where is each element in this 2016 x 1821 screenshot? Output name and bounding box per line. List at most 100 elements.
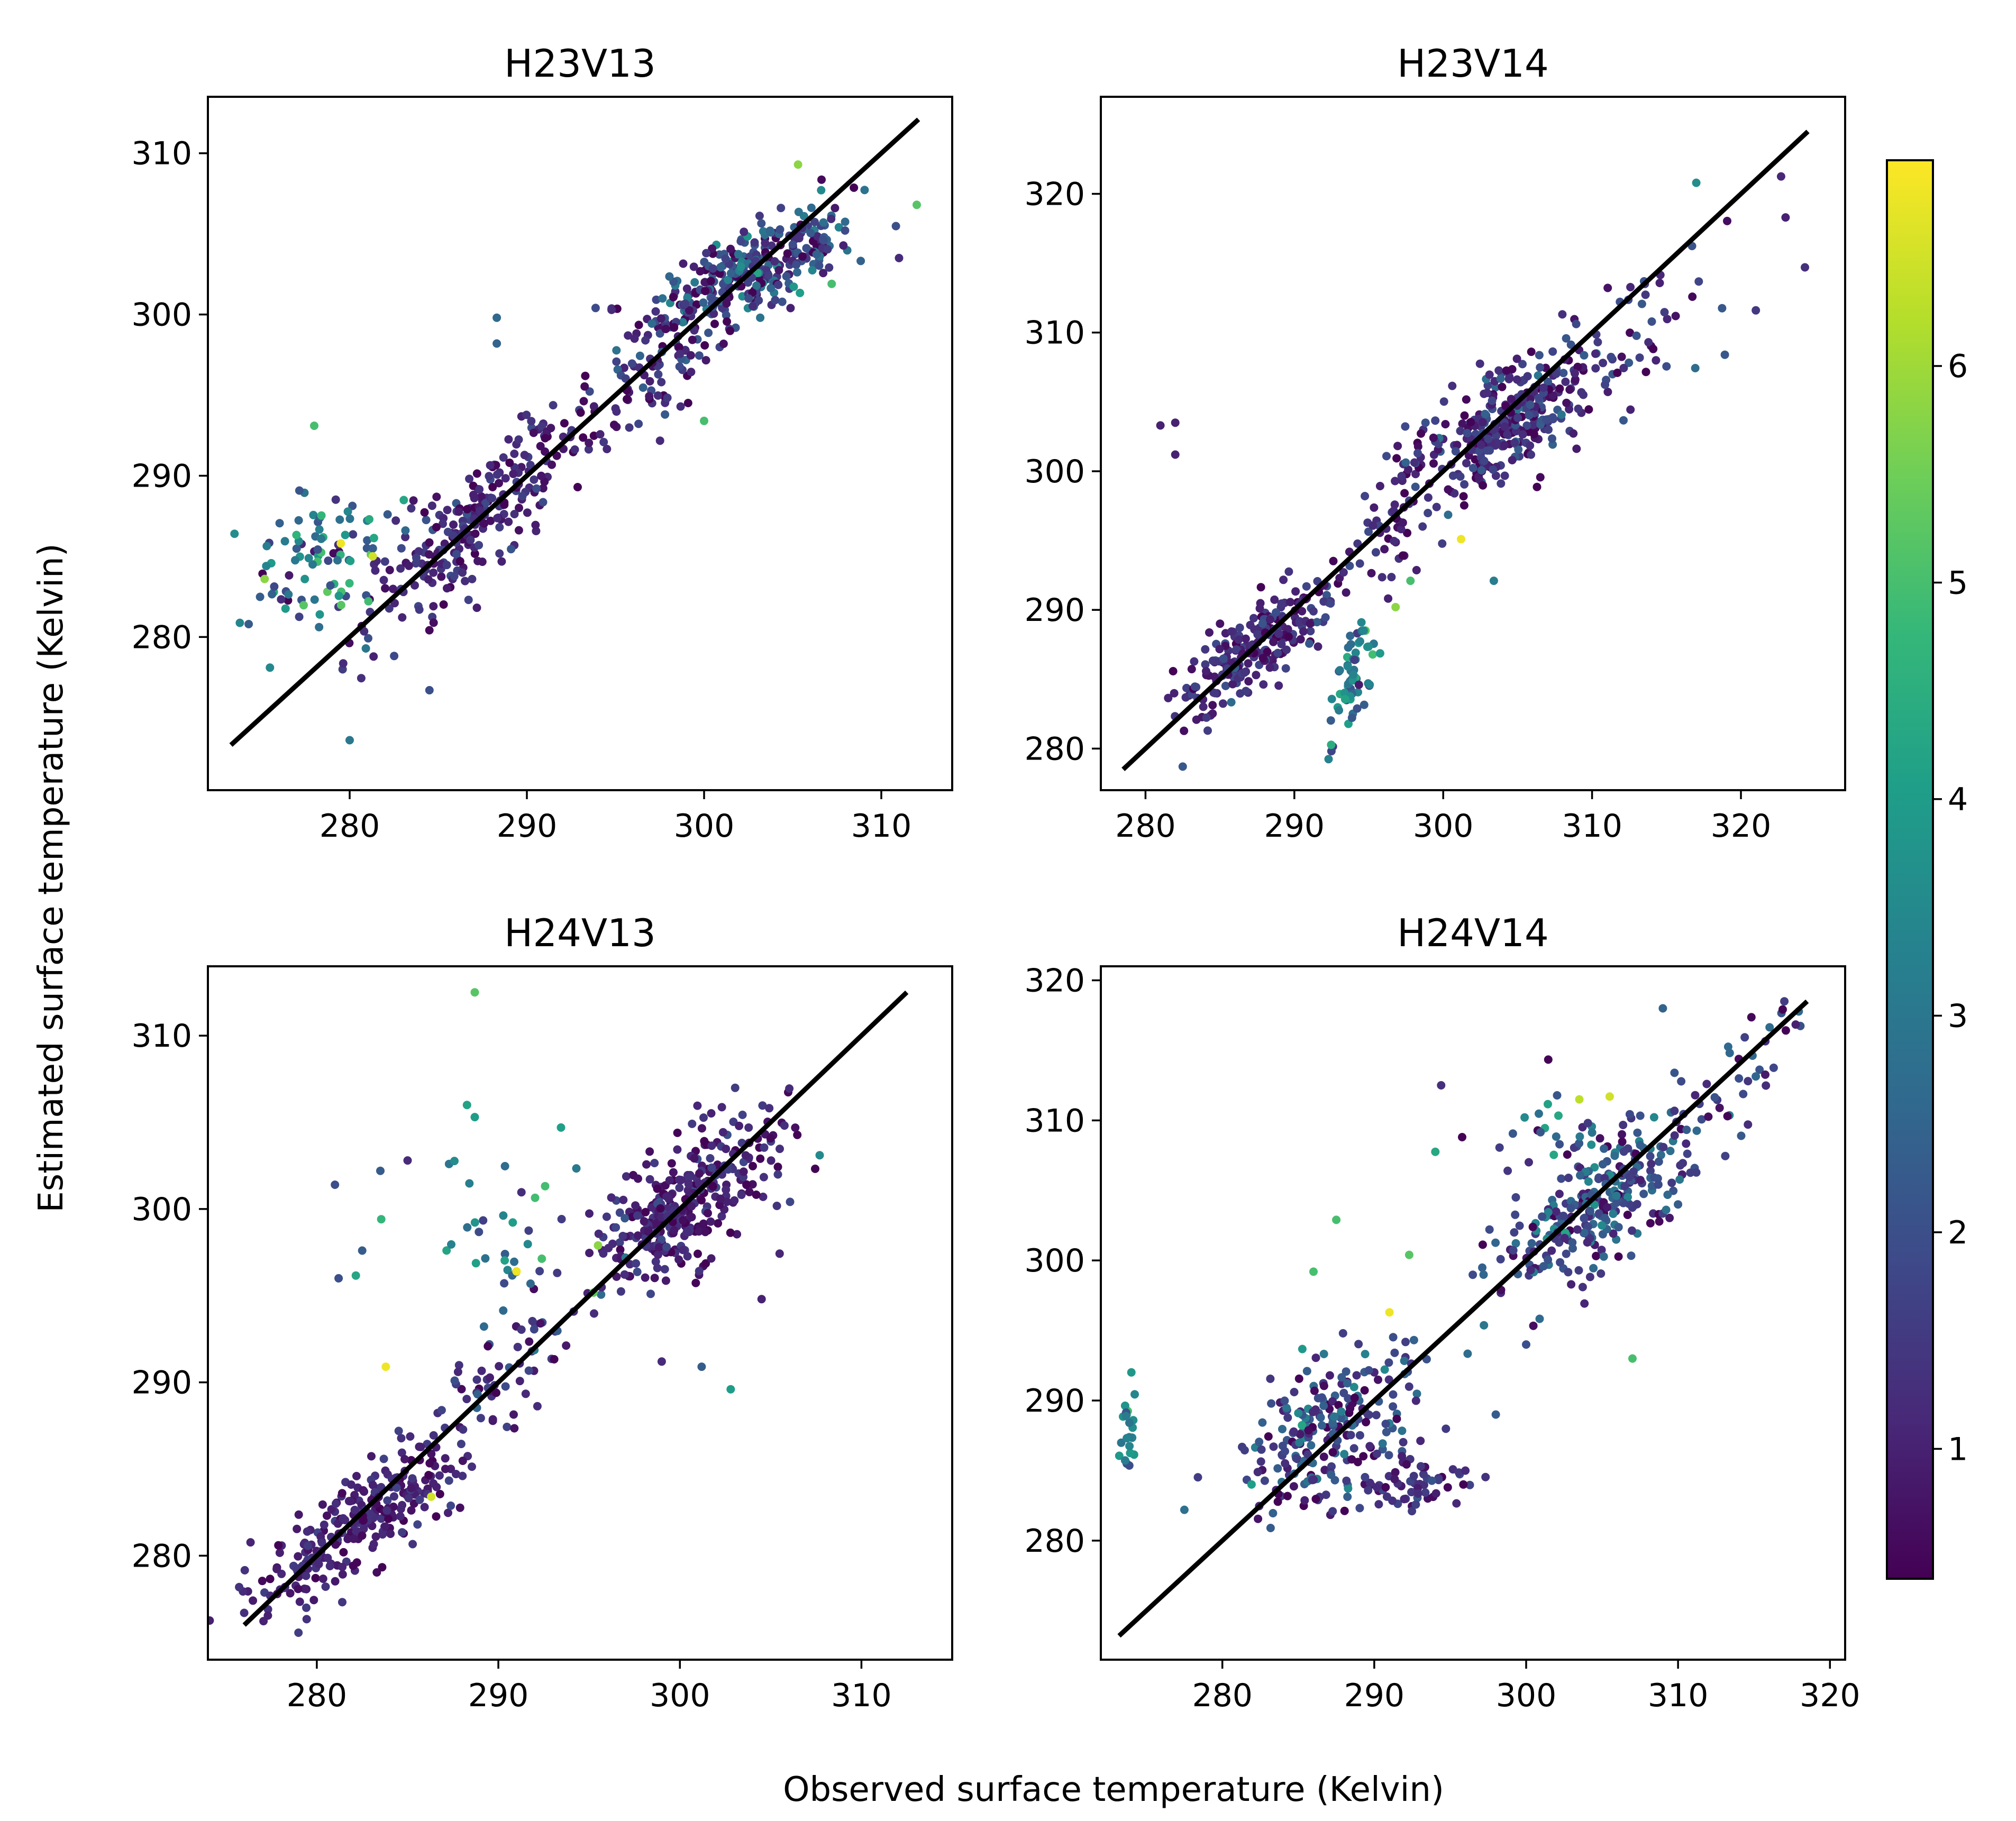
scatter-point [1654,1180,1663,1189]
scatter-point [1364,527,1373,536]
scatter-point [275,519,284,528]
scatter-point [1544,377,1553,386]
scatter-point [526,1279,535,1288]
scatter-point [284,590,293,599]
scatter-point [641,1273,650,1282]
scatter-point [400,1454,409,1463]
scatter-point [1599,359,1608,368]
scatter-point [618,1232,627,1240]
scatter-point [1460,480,1469,489]
scatter-point [343,507,352,516]
scatter-point [653,391,662,400]
scatter-point [1353,539,1362,548]
x-tick-label: 280 [1115,808,1176,845]
scatter-point [1115,1451,1124,1460]
scatter-point [819,218,828,227]
scatter-point [1626,328,1635,337]
scatter-point [1429,459,1438,468]
scatter-point [1240,668,1249,677]
scatter-point [1279,575,1288,584]
scatter-point [524,1366,533,1375]
scatter-point [811,1164,819,1173]
scatter-point [443,584,451,593]
scatter-point [1208,701,1217,710]
scatter-point [1626,282,1635,291]
scatter-point [358,1246,367,1255]
scatter-point [1704,1112,1713,1121]
scatter-point [1404,1250,1413,1259]
scatter-point [739,1167,748,1176]
scatter-point [1420,1480,1428,1489]
scatter-point [793,160,802,169]
scatter-point [646,1289,655,1298]
scatter-point [1557,410,1566,419]
scatter-point [707,294,716,303]
scatter-point [530,475,539,484]
scatter-point [1349,670,1358,679]
scatter-point [839,241,848,250]
scatter-point [473,556,482,565]
scatter-point [1241,634,1250,643]
scatter-point [619,363,628,372]
scatter-point [411,581,419,590]
scatter-point [1503,1166,1512,1175]
scatter-point [1692,1168,1701,1177]
scatter-point [1221,681,1230,690]
scatter-point [1586,1206,1594,1215]
scatter-point [385,604,394,613]
scatter-point [1439,397,1448,406]
scatter-point [702,249,711,258]
scatter-point [831,204,840,213]
scatter-point [1299,627,1308,636]
scatter-point [1547,1246,1556,1255]
scatter-point [1589,1264,1598,1273]
scatter-point [363,536,372,545]
scatter-point [1456,472,1465,481]
scatter-point [1454,1468,1463,1477]
scatter-point [425,626,434,635]
scatter-point [1274,629,1283,638]
scatter-point [315,610,324,619]
scatter-point [270,582,279,591]
scatter-point [317,511,326,520]
scatter-point [632,1259,641,1268]
scatter-point [707,1163,716,1172]
scatter-point [722,311,731,319]
scatter-point [1478,1263,1486,1272]
scatter-point [1484,435,1493,443]
scatter-point [1354,680,1363,689]
scatter-point [1478,418,1487,427]
scatter-point [827,279,836,288]
axes-frame [207,96,953,791]
scatter-point [1526,400,1535,409]
scatter-point [584,445,593,454]
scatter-point [1381,1420,1390,1429]
scatter-point [1752,306,1760,315]
scatter-point [470,550,479,558]
scatter-point [425,1459,434,1468]
scatter-point [391,516,400,525]
scatter-point [1327,740,1336,749]
scatter-point [446,1501,455,1510]
scatter-point [1302,1367,1311,1376]
scatter-point [1286,598,1295,607]
scatter-point [752,1190,761,1199]
scatter-point [466,536,475,545]
scatter-point [1385,1308,1394,1317]
scatter-point [777,204,786,213]
scatter-point [749,1161,757,1170]
scatter-point [1317,1393,1326,1402]
scatter-point [361,644,370,653]
scatter-point [1534,394,1543,402]
scatter-point [1340,1450,1349,1459]
scatter-point [1461,1466,1470,1475]
scatter-point [786,304,795,313]
scatter-point [1489,577,1498,585]
scatter-point [1249,614,1258,623]
scatter-point [1326,599,1335,608]
scatter-point [459,1425,468,1434]
scatter-point [709,309,718,318]
scatter-point [580,382,589,391]
scatter-point [1588,1128,1597,1137]
scatter-point [208,1616,214,1625]
